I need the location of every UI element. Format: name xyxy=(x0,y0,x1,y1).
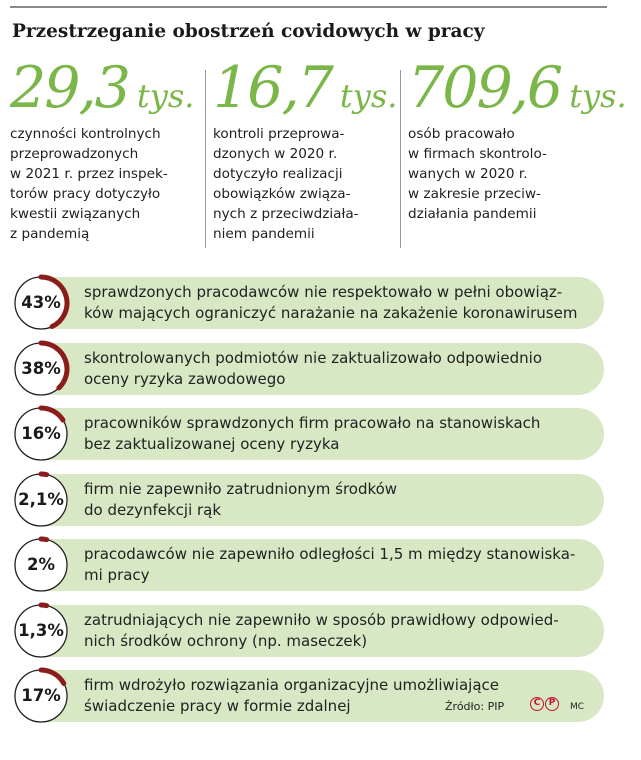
ring-arc xyxy=(38,405,66,423)
stat-description-line: dotyczyło realizacji xyxy=(213,166,343,182)
row-description-line: skontrolowanych podmiotów nie zaktualizo… xyxy=(84,349,543,367)
stat-description-line: kontroli przeprowa- xyxy=(213,126,345,142)
stat-block: 709,6 tys. osób pracowało w firmach skontro… xyxy=(408,60,627,224)
row-band: sprawdzonych pracodawców nie respektował… xyxy=(44,277,604,329)
row-description-line: zatrudniających nie zapewniło w sposób p… xyxy=(84,611,559,629)
percent-ring: 2,1% xyxy=(12,471,70,529)
stat-value: 16,7 xyxy=(213,55,334,121)
ring-arc xyxy=(38,274,70,330)
stat-description: osób pracowało w firmach skontrolo-wanych… xyxy=(408,124,627,224)
stat-description: kontroli przeprowa-dzonych w 2020 r. doty… xyxy=(213,124,397,244)
row-description-line: pracowników sprawdzonych firm pracowało … xyxy=(84,414,541,432)
stat-divider xyxy=(205,70,206,248)
percent-row: skontrolowanych podmiotów nie zaktualizo… xyxy=(0,340,641,398)
stat-block: 16,7 tys. kontroli przeprowa-dzonych w 202… xyxy=(213,60,397,244)
row-description-line: bez zaktualizowanej oceny ryzyka xyxy=(84,435,340,453)
stat-description-line: torów pracy dotyczyło xyxy=(10,186,161,202)
row-band: pracodawców nie zapewniło odległości 1,5… xyxy=(44,539,604,591)
percent-ring: 17% xyxy=(12,667,70,725)
stat-value: 29,3 xyxy=(10,55,131,121)
stat-description-line: kwestii związanych xyxy=(10,206,141,222)
stat-description-line: nych z przeciwdziała- xyxy=(213,206,359,222)
ring-arc xyxy=(38,667,67,686)
percent-ring: 1,3% xyxy=(12,602,70,660)
row-description: pracowników sprawdzonych firm pracowało … xyxy=(84,413,540,455)
stat-description-line: w 2021 r. przez inspek- xyxy=(10,166,168,182)
stat-value: 709,6 xyxy=(408,55,563,121)
stat-description: czynności kontrolnych przeprowadzonych w 2… xyxy=(10,124,194,244)
percent-label: 2% xyxy=(26,555,55,574)
top-rule xyxy=(10,6,607,8)
stat-number: 29,3 tys. xyxy=(10,60,194,117)
stat-description-line: w firmach skontrolo- xyxy=(408,146,547,162)
ring-arc xyxy=(38,602,50,609)
stat-description-line: osób pracowało xyxy=(408,126,515,142)
stat-description-line: w zakresie przeciw- xyxy=(408,186,541,202)
ring-arc xyxy=(38,471,50,478)
stat-unit: tys. xyxy=(136,77,195,115)
publisher-logo-icon: P xyxy=(545,697,559,711)
row-description: sprawdzonych pracodawców nie respektował… xyxy=(84,282,577,324)
stat-description-line: przeprowadzonych xyxy=(10,146,139,162)
source-label: Źródło: PIP xyxy=(445,700,505,713)
row-band: zatrudniających nie zapewniło w sposób p… xyxy=(44,605,604,657)
row-description-line: firm wdrożyło rozwiązania organizacyjne … xyxy=(84,676,500,694)
percent-row: firm nie zapewniło zatrudnionym środków d… xyxy=(0,471,641,529)
row-description: pracodawców nie zapewniło odległości 1,5… xyxy=(84,544,575,586)
percent-label: 2,1% xyxy=(18,490,64,509)
copyright-icon: C xyxy=(530,697,544,711)
percent-label: 16% xyxy=(21,424,61,443)
row-description: firm wdrożyło rozwiązania organizacyjne … xyxy=(84,675,499,717)
stat-description-line: wanych w 2020 r. xyxy=(408,166,528,182)
row-band: skontrolowanych podmiotów nie zaktualizo… xyxy=(44,343,604,395)
row-description-line: nich środków ochrony (np. maseczek) xyxy=(84,632,368,650)
row-description: firm nie zapewniło zatrudnionym środków d… xyxy=(84,479,397,521)
row-description-line: pracodawców nie zapewniło odległości 1,5… xyxy=(84,545,576,563)
author-initials: MC xyxy=(570,702,585,712)
percent-ring: 43% xyxy=(12,274,70,332)
stat-divider xyxy=(400,70,401,248)
percent-ring: 38% xyxy=(12,340,70,398)
percent-row: zatrudniających nie zapewniło w sposób p… xyxy=(0,602,641,660)
stat-description-line: z pandemią xyxy=(10,226,90,242)
row-description-line: ków mających ograniczyć narażanie na zak… xyxy=(84,304,578,322)
percent-row: sprawdzonych pracodawców nie respektował… xyxy=(0,274,641,332)
percent-label: 17% xyxy=(21,686,61,705)
percent-ring: 2% xyxy=(12,536,70,594)
stat-block: 29,3 tys. czynności kontrolnych przeprowadz… xyxy=(10,60,194,244)
stat-number: 709,6 tys. xyxy=(408,60,627,117)
percent-label: 43% xyxy=(21,293,61,312)
percent-label: 1,3% xyxy=(18,621,64,640)
stat-description-line: czynności kontrolnych xyxy=(10,126,161,142)
stat-unit: tys. xyxy=(339,77,398,115)
percent-row: pracodawców nie zapewniło odległości 1,5… xyxy=(0,536,641,594)
chart-title: Przestrzeganie obostrzeń covidowych w pr… xyxy=(12,21,485,42)
row-band: pracowników sprawdzonych firm pracowało … xyxy=(44,408,604,460)
row-description: skontrolowanych podmiotów nie zaktualizo… xyxy=(84,348,542,390)
ring-arc xyxy=(38,536,50,543)
row-description-line: firm nie zapewniło zatrudnionym środków xyxy=(84,480,398,498)
stat-number: 16,7 tys. xyxy=(213,60,397,117)
percent-row: pracowników sprawdzonych firm pracowało … xyxy=(0,405,641,463)
percent-label: 38% xyxy=(21,359,61,378)
row-description-line: mi pracy xyxy=(84,566,150,584)
stat-description-line: niem pandemii xyxy=(213,226,315,242)
stat-unit: tys. xyxy=(569,77,627,115)
row-band: firm wdrożyło rozwiązania organizacyjne … xyxy=(44,670,604,722)
ring-arc xyxy=(38,340,70,391)
row-description-line: do dezynfekcji rąk xyxy=(84,501,222,519)
stat-description-line: dzonych w 2020 r. xyxy=(213,146,338,162)
percent-row: firm wdrożyło rozwiązania organizacyjne … xyxy=(0,667,641,725)
stat-description-line: działania pandemii xyxy=(408,206,537,222)
row-description-line: świadczenie pracy w formie zdalnej xyxy=(84,697,351,715)
row-description-line: oceny ryzyka zawodowego xyxy=(84,370,286,388)
stat-description-line: obowiązków związa- xyxy=(213,186,351,202)
row-description-line: sprawdzonych pracodawców nie respektował… xyxy=(84,283,563,301)
percent-ring: 16% xyxy=(12,405,70,463)
row-band: firm nie zapewniło zatrudnionym środków d… xyxy=(44,474,604,526)
row-description: zatrudniających nie zapewniło w sposób p… xyxy=(84,610,559,652)
